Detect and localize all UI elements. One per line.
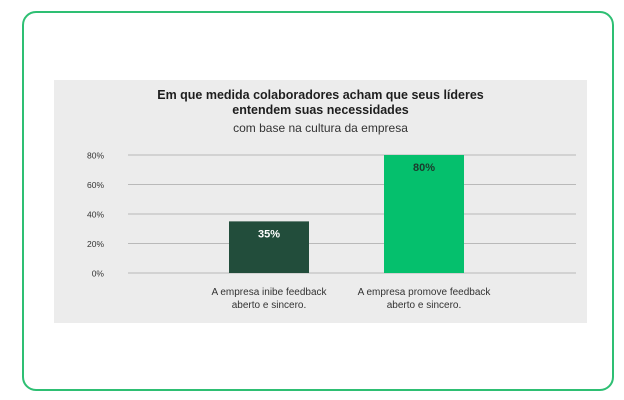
- bar: [229, 221, 309, 273]
- x-category-label: A empresa inibe feedback: [211, 287, 327, 298]
- y-tick-label: 20%: [87, 239, 104, 249]
- chart-subtitle: com base na cultura da empresa: [233, 121, 408, 135]
- data-label: 80%: [413, 162, 435, 174]
- chart-title-line: entendem suas necessidades: [232, 103, 409, 117]
- data-label: 35%: [258, 228, 280, 240]
- chart-title: Em que medida colaboradores acham que se…: [54, 88, 587, 118]
- x-category-label: A empresa promove feedback: [358, 287, 492, 298]
- y-tick-label: 80%: [87, 151, 104, 161]
- bar: [384, 155, 464, 273]
- y-tick-label: 0%: [92, 269, 105, 279]
- y-tick-label: 60%: [87, 180, 104, 190]
- chart-title-line: Em que medida colaboradores acham que se…: [157, 88, 484, 102]
- x-category-label: aberto e sincero.: [387, 300, 462, 311]
- bar-chart: 0% 20% 40% 60% 80% 35% A empresa inibe feedbac…: [87, 151, 576, 311]
- y-tick-label: 40%: [87, 210, 104, 220]
- chart-panel: Em que medida colaboradores acham que se…: [54, 80, 587, 323]
- x-category-label: aberto e sincero.: [232, 300, 307, 311]
